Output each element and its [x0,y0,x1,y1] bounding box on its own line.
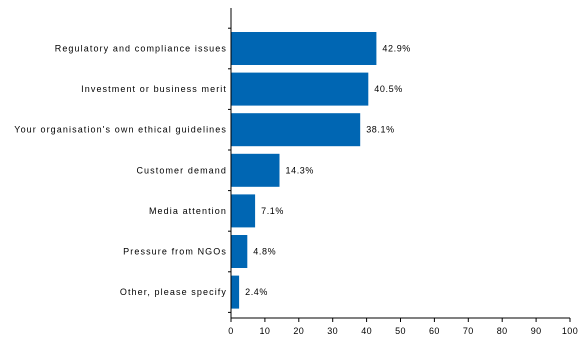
x-tick-label-10: 100 [562,326,578,336]
labels-layer: Regulatory and compliance issues 42.9% Inv… [14,44,411,298]
x-tick-label-9: 90 [531,326,542,336]
data-label-3: 14.3% [286,165,315,175]
bar-4 [231,194,256,228]
bar-1 [231,72,369,106]
bars-layer [231,32,377,309]
bar-3 [231,153,280,187]
x-tick-label-1: 10 [259,326,270,336]
category-label-2: Your organisation's own ethical guidelin… [14,125,227,135]
data-label-1: 40.5% [374,84,403,94]
x-tick-label-6: 60 [429,326,440,336]
category-label-1: Investment or business merit [81,84,227,94]
category-label-5: Pressure from NGOs [123,247,227,257]
x-tick-label-3: 30 [327,326,338,336]
data-label-2: 38.1% [366,125,395,135]
data-label-4: 7.1% [261,206,284,216]
bar-0 [231,32,377,65]
data-label-5: 4.8% [253,247,276,257]
data-label-6: 2.4% [245,287,268,297]
axis-layer: 0 10 20 30 40 50 60 70 80 90 100 [228,8,578,336]
x-tick-label-0: 0 [228,326,233,336]
category-label-3: Customer demand [136,165,227,175]
x-tick-label-2: 20 [293,326,304,336]
bar-5 [231,235,248,268]
bar-2 [231,113,361,147]
x-tick-label-5: 50 [395,326,406,336]
category-label-4: Media attention [149,206,227,216]
category-label-6: Other, please specify [120,287,227,297]
category-label-0: Regulatory and compliance issues [55,44,227,54]
x-tick-label-8: 80 [497,326,508,336]
x-tick-label-7: 70 [463,326,474,336]
bar-6 [231,275,240,309]
data-label-0: 42.9% [382,44,411,54]
x-tick-label-4: 40 [361,326,372,336]
